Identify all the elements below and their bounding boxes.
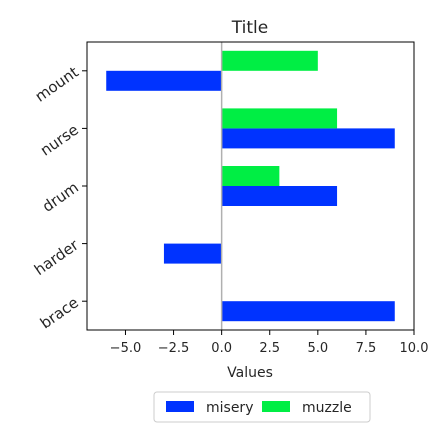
x-axis-label: Values (227, 365, 273, 381)
legend-swatch-misery (166, 401, 194, 412)
y-tick-label: mount (32, 63, 82, 106)
bar-misery-harder (163, 243, 222, 264)
x-tick-label: −2.5 (158, 341, 190, 356)
bar-misery-nurse (221, 128, 395, 149)
bar-muzzle-drum (221, 166, 280, 186)
bars-group (106, 50, 395, 322)
legend: misery muzzle (153, 391, 371, 423)
legend-swatch-muzzle (262, 401, 290, 412)
bar-muzzle-mount (221, 50, 318, 71)
x-tick-label: 10.0 (400, 341, 429, 356)
legend-label-misery: misery (206, 400, 253, 416)
bar-misery-mount (106, 70, 222, 91)
y-tick-label: drum (39, 178, 82, 216)
y-tick-label: harder (31, 235, 83, 279)
x-tick-label: 0.0 (211, 341, 232, 356)
y-tick-label: brace (37, 293, 82, 332)
chart-title: Title (231, 18, 268, 38)
x-tick-label: 5.0 (307, 341, 328, 356)
bar-misery-brace (221, 301, 395, 322)
x-tick-label: 7.5 (356, 341, 377, 356)
legend-label-muzzle: muzzle (302, 400, 352, 416)
x-tick-label: 2.5 (259, 341, 280, 356)
x-axis: −5.0 −2.5 0.0 2.5 5.0 7.5 10.0 (110, 330, 429, 356)
y-tick-label: nurse (37, 121, 82, 160)
bar-muzzle-nurse (221, 108, 338, 129)
bar-misery-drum (221, 186, 338, 206)
y-axis: mount nurse drum harder brace (31, 63, 87, 332)
x-tick-label: −5.0 (110, 341, 142, 356)
